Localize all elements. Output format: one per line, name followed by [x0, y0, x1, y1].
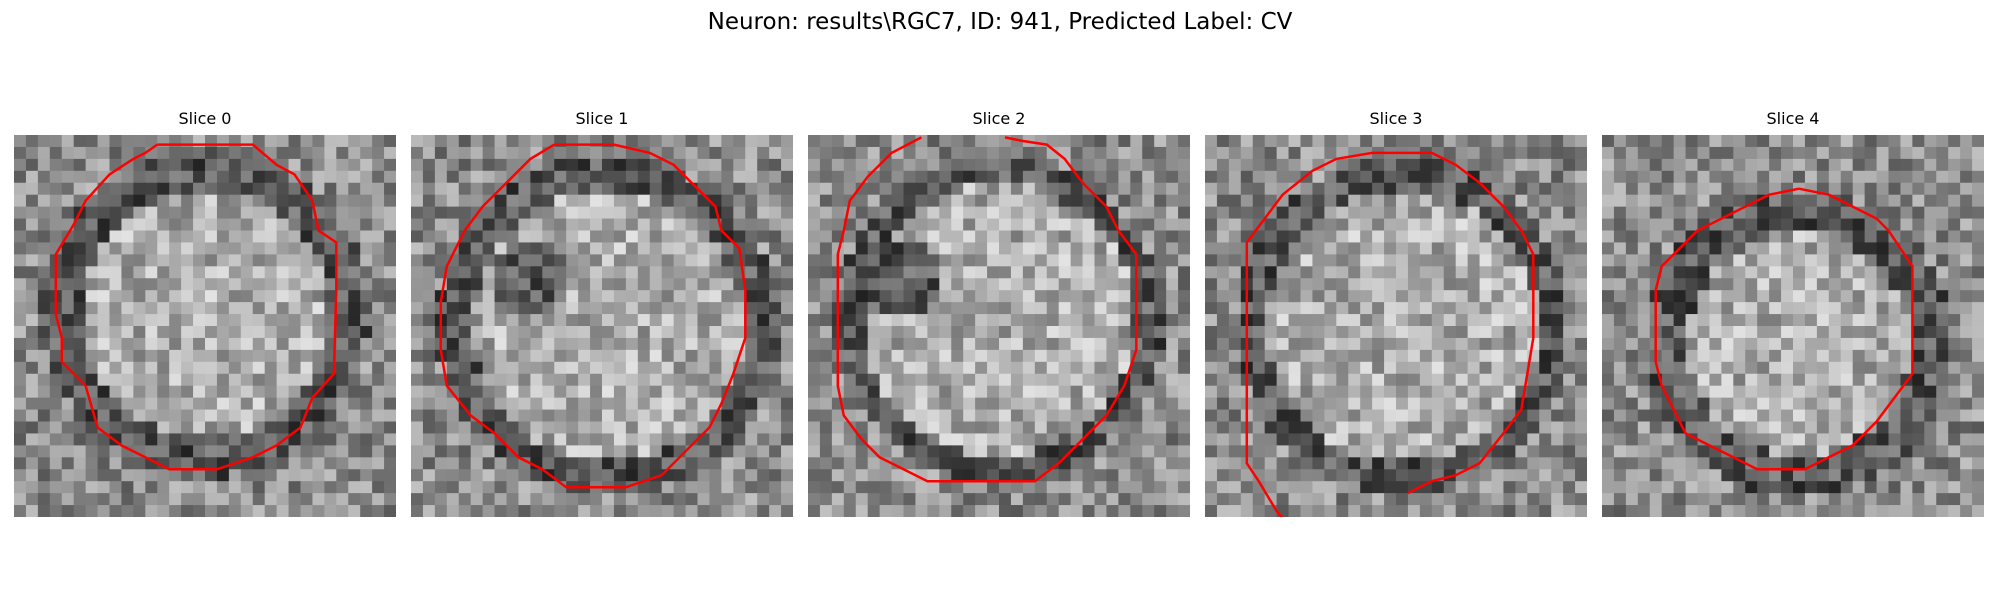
- voxel-grid: [1602, 135, 1984, 517]
- panel-title-slice-3: Slice 3: [1369, 109, 1423, 128]
- slice-image-0: [14, 135, 396, 517]
- voxel-grid: [1205, 135, 1587, 517]
- panel-title-slice-2: Slice 2: [972, 109, 1026, 128]
- segmentation-contour: [1245, 151, 1535, 517]
- panel-title-slice-0: Slice 0: [178, 109, 232, 128]
- slice-image-2: [808, 135, 1190, 517]
- slice-panel-3: [1205, 135, 1587, 517]
- slice-panel-4: [1602, 135, 1984, 517]
- voxel-grid: [808, 135, 1190, 517]
- slice-image-3: [1205, 135, 1587, 517]
- voxel-grid: [411, 135, 793, 517]
- voxel-grid: [14, 135, 396, 517]
- slice-panel-0: [14, 135, 396, 517]
- segmentation-contour: [836, 136, 1138, 483]
- figure-title: Neuron: results\RGC7, ID: 941, Predicted…: [707, 9, 1293, 35]
- slice-image-1: [411, 135, 793, 517]
- segmentation-contour: [54, 143, 338, 471]
- panel-title-slice-4: Slice 4: [1766, 109, 1820, 128]
- slice-image-4: [1602, 135, 1984, 517]
- panel-title-slice-1: Slice 1: [575, 109, 629, 128]
- slice-panel-2: [808, 135, 1190, 517]
- segmentation-contour: [1654, 187, 1914, 471]
- slice-panel-1: [411, 135, 793, 517]
- segmentation-contour: [439, 143, 747, 489]
